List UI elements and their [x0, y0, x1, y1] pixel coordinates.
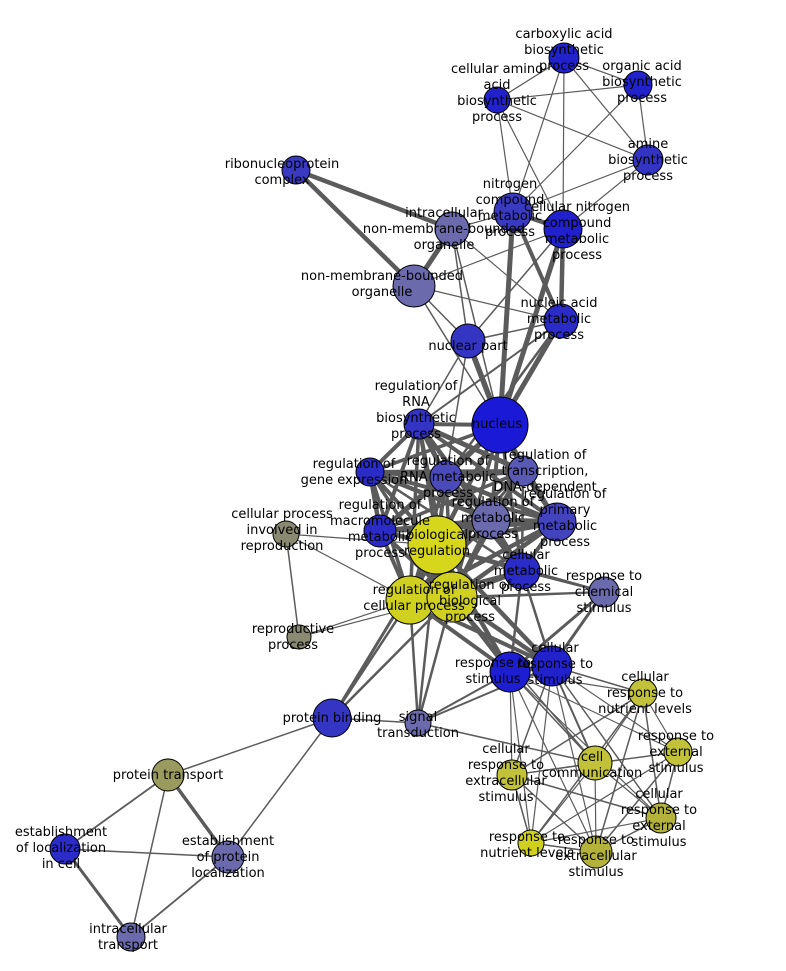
- graph-edge: [418, 320, 562, 425]
- graph-edge: [512, 57, 565, 213]
- graph-edge: [377, 519, 560, 534]
- graph-node-establishment-of-localization-in-cell[interactable]: establishment of localization in cell: [49, 833, 81, 865]
- graph-edge: [167, 717, 333, 776]
- graph-edge: [443, 474, 560, 525]
- graph-node-nuclear-part[interactable]: nuclear part: [450, 323, 486, 359]
- graph-edge: [408, 422, 421, 602]
- graph-edge: [367, 469, 494, 523]
- graph-edge: [595, 692, 644, 853]
- graph-node-regulation-of-metabolic-process[interactable]: regulation of metabolic process: [471, 500, 511, 540]
- graph-node-regulation-of-rna-metabolic-process[interactable]: regulation of RNA metabolic process: [429, 460, 463, 494]
- graph-edge: [227, 717, 333, 858]
- graph-edge: [64, 848, 229, 858]
- graph-edge: [508, 590, 606, 674]
- graph-node-regulation-of-primary-metabolic-process[interactable]: regulation of primary metabolic process: [537, 502, 577, 542]
- graph-node-amine-biosynthetic-process[interactable]: amine biosynthetic process: [632, 144, 664, 176]
- graph-edge: [451, 228, 562, 322]
- edge-layer: [63, 57, 679, 939]
- graph-node-cellular-process-involved-in-reproduction[interactable]: cellular process involved in reproductio…: [272, 520, 300, 548]
- graph-edge: [451, 228, 469, 342]
- graph-node-non-membrane-bounded-organelle[interactable]: non-membrane-bounded organelle: [392, 264, 436, 308]
- graph-edge: [330, 543, 439, 720]
- graph-edge: [166, 773, 230, 859]
- graph-edge: [512, 159, 649, 213]
- graph-node-regulation-of-transcription-dna-dependent[interactable]: regulation of transcription, DNA-depende…: [507, 455, 539, 487]
- graph-edge: [509, 671, 662, 819]
- graph-node-regulation-of-rna-biosynthetic-process[interactable]: regulation of RNA biosynthetic process: [403, 408, 435, 440]
- graph-edge: [130, 856, 229, 938]
- graph-edge: [563, 57, 649, 161]
- graph-node-cellular-nitrogen-compound-metabolic-process[interactable]: cellular nitrogen compound metabolic pro…: [543, 209, 583, 249]
- graph-node-carboxylic-acid-biosynthetic-process[interactable]: carboxylic acid biosynthetic process: [548, 42, 580, 74]
- graph-edge: [512, 84, 639, 213]
- graph-node-nitrogen-compound-metabolic-process[interactable]: nitrogen compound metabolic process: [493, 192, 533, 232]
- node-layer[interactable]: carboxylic acid biosynthetic process orga…: [49, 42, 693, 952]
- graph-edge: [378, 422, 421, 533]
- graph-node-intracellular-non-membrane-bounded-organelle[interactable]: intracellular non-membrane-bounded organ…: [434, 211, 470, 247]
- graph-node-response-to-stimulus[interactable]: response to stimulus: [489, 651, 531, 693]
- graph-edge: [509, 671, 597, 853]
- graph-node-biological-regulation[interactable]: biological regulation: [407, 515, 467, 575]
- graph-edge: [445, 340, 469, 478]
- graph-node-regulation-of-gene-expression[interactable]: regulation of gene expression: [355, 457, 385, 487]
- graph-edge: [509, 671, 532, 844]
- graph-node-response-to-chemical-stimulus[interactable]: response to chemical stimulus: [588, 576, 620, 608]
- graph-edge: [511, 692, 644, 776]
- graph-edge: [530, 665, 553, 844]
- graph-edge: [416, 421, 526, 474]
- graph-edge: [497, 209, 516, 428]
- graph-edge: [551, 665, 679, 753]
- graph-node-cellular-response-to-external-stimulus[interactable]: cellular response to external stimulus: [645, 802, 677, 834]
- graph-edge: [511, 774, 597, 853]
- node-label-non-membrane-bounded-organelle: non-membrane-bounded organelle: [301, 269, 463, 300]
- graph-edge: [285, 533, 300, 638]
- graph-node-ribonucleoprotein-complex[interactable]: ribonucleoprotein complex: [281, 155, 311, 185]
- graph-node-regulation-of-macromolecule-metabolic-process[interactable]: regulation of macromolecule metabolic pr…: [363, 514, 397, 548]
- graph-edge: [511, 210, 563, 323]
- graph-edge: [293, 167, 417, 289]
- graph-node-protein-binding[interactable]: protein binding: [312, 698, 352, 738]
- graph-node-nucleus[interactable]: nucleus: [471, 396, 529, 454]
- graph-node-cellular-response-to-stimulus[interactable]: cellular response to stimulus: [531, 645, 573, 687]
- graph-edge: [530, 751, 679, 844]
- graph-edge: [467, 228, 564, 342]
- graph-edge: [368, 470, 559, 524]
- graph-edge: [511, 774, 662, 819]
- graph-edge: [496, 99, 649, 161]
- label-layer: carboxylic acid biosynthetic process organi…: [15, 27, 714, 953]
- graph-edge: [130, 774, 169, 938]
- graph-node-cell-communication[interactable]: cell communication: [577, 745, 613, 781]
- graph-edge: [330, 595, 454, 720]
- graph-edge: [595, 751, 679, 853]
- graph-edge: [509, 671, 596, 764]
- graph-node-response-to-extracellular-stimulus[interactable]: response to extracellular stimulus: [579, 835, 613, 869]
- graph-edge: [496, 99, 564, 230]
- graph-edge: [417, 722, 596, 764]
- graph-edge: [530, 817, 662, 844]
- graph-node-intracellular-transport[interactable]: intracellular transport: [116, 922, 146, 952]
- graph-node-organic-acid-biosynthetic-process[interactable]: organic acid biosynthetic process: [623, 70, 653, 100]
- graph-edge: [64, 774, 169, 850]
- graph-node-response-to-nutrient-levels[interactable]: response to nutrient levels: [517, 829, 545, 857]
- graph-node-cellular-amino-acid-biosynthetic-process[interactable]: cellular amino acid biosynthetic process: [483, 86, 511, 114]
- graph-node-cellular-response-to-extracellular-stimulus[interactable]: cellular response to extracellular stimu…: [496, 759, 528, 791]
- graph-node-nucleic-acid-metabolic-process[interactable]: nucleic acid metabolic process: [543, 303, 579, 339]
- graph-node-regulation-of-biological-process[interactable]: regulation of biological process: [426, 571, 478, 623]
- graph-edge: [293, 167, 455, 232]
- graph-node-cellular-response-to-nutrient-levels[interactable]: cellular response to nutrient levels: [628, 678, 658, 708]
- graph-edge: [562, 57, 565, 230]
- graph-node-cellular-metabolic-process[interactable]: cellular metabolic process: [503, 552, 541, 590]
- graph-node-establishment-of-protein-localization[interactable]: establishment of protein localization: [211, 840, 245, 874]
- graph-edge: [413, 228, 564, 287]
- graph-node-reproductive-process[interactable]: reproductive process: [286, 624, 312, 650]
- graph-node-signal-transduction[interactable]: signal transduction: [404, 709, 432, 737]
- graph-edge: [496, 84, 639, 101]
- graph-node-response-to-external-stimulus[interactable]: response to external stimulus: [663, 737, 693, 767]
- graph-edge: [416, 543, 439, 725]
- graph-node-protein-transport[interactable]: protein transport: [151, 758, 185, 792]
- graph-edge: [63, 847, 133, 939]
- graph-edge: [413, 285, 562, 322]
